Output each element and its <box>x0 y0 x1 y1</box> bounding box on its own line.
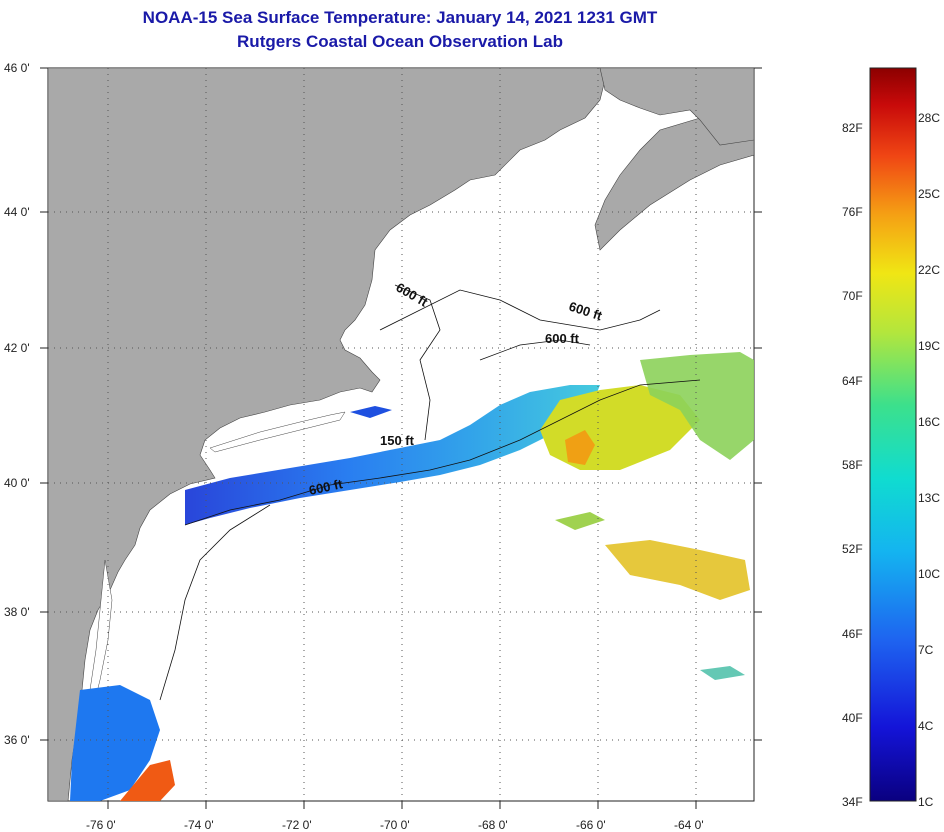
colorbar-c-label: 10C <box>918 567 941 581</box>
sst-mixed-east <box>640 352 754 460</box>
depth-contours <box>159 284 701 701</box>
colorbar-c-label: 16C <box>918 415 941 429</box>
lat-label: 42 0' <box>4 341 30 355</box>
colorbar-f-label: 34F <box>842 795 863 809</box>
graticule <box>48 68 754 801</box>
lat-label: 40 0' <box>4 476 30 490</box>
map-subtitle: Rutgers Coastal Ocean Observation Lab <box>237 32 563 51</box>
colorbar-f-label: 40F <box>842 711 863 725</box>
sst-patch-3 <box>700 666 745 680</box>
colorbar-f-label: 76F <box>842 205 863 219</box>
sst-ribbon <box>350 406 392 418</box>
contour-label: 150 ft <box>380 433 415 448</box>
axis-ticks <box>40 67 762 809</box>
colorbar-c-label: 4C <box>918 719 934 733</box>
lat-label: 36 0' <box>4 733 30 747</box>
map-title: NOAA-15 Sea Surface Temperature: January… <box>142 8 658 27</box>
long-island <box>209 411 346 453</box>
colorbar <box>869 67 917 802</box>
colorbar-f-label: 64F <box>842 374 863 388</box>
colorbar-c-label: 28C <box>918 111 941 125</box>
sst-patch-1 <box>605 540 750 600</box>
colorbar-c-label: 7C <box>918 643 934 657</box>
lon-label: -72 0' <box>282 818 312 832</box>
colorbar-f-label: 52F <box>842 542 863 556</box>
colorbar-c-label: 25C <box>918 187 941 201</box>
colorbar-f-label: 58F <box>842 458 863 472</box>
colorbar-f-label: 70F <box>842 289 863 303</box>
colorbar-c-label: 1C <box>918 795 934 809</box>
colorbar-f-label: 46F <box>842 627 863 641</box>
sst-hatteras <box>70 685 160 801</box>
lat-label: 44 0' <box>4 205 30 219</box>
colorbar-c-label: 22C <box>918 263 941 277</box>
lat-label: 46 0' <box>4 61 30 75</box>
canada-land <box>599 68 754 146</box>
sst-patch-2 <box>555 512 605 530</box>
lon-label: -64 0' <box>674 818 704 832</box>
lon-label: -76 0' <box>86 818 116 832</box>
sst-warm-eye <box>565 430 595 465</box>
contour-label: 600 ft <box>308 476 345 498</box>
colorbar-c-label: 13C <box>918 491 941 505</box>
lon-label: -70 0' <box>380 818 410 832</box>
lon-label: -66 0' <box>576 818 606 832</box>
colorbar-f-label: 82F <box>842 121 863 135</box>
contour-label: 600 ft <box>545 331 580 346</box>
sst-shelf-band <box>185 385 600 525</box>
lon-label: -74 0' <box>184 818 214 832</box>
sst-hatteras-warm <box>120 760 175 801</box>
lat-label: 38 0' <box>4 605 30 619</box>
lon-label: -68 0' <box>478 818 508 832</box>
colorbar-c-label: 19C <box>918 339 941 353</box>
